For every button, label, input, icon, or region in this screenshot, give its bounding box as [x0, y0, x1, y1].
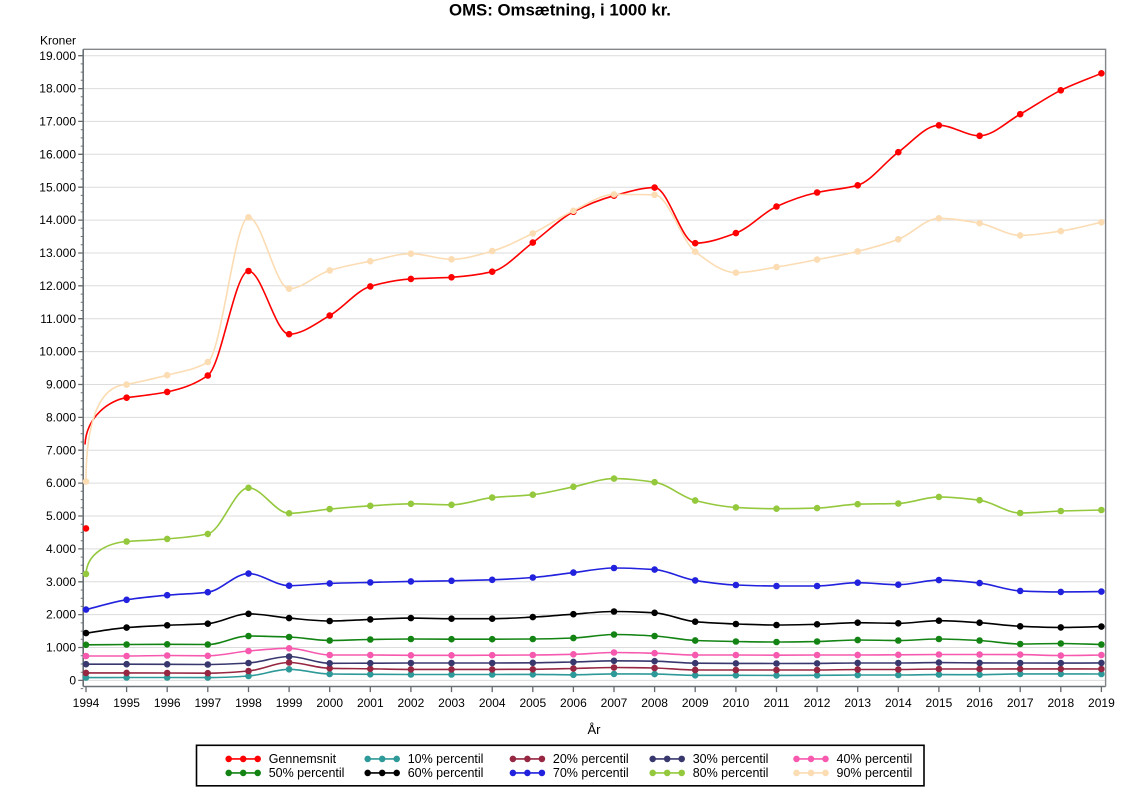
svg-text:OMS: Omsætning, i 1000 kr.: OMS: Omsætning, i 1000 kr. [449, 0, 671, 19]
svg-text:15.000: 15.000 [39, 180, 76, 194]
svg-text:80% percentil: 80% percentil [693, 766, 769, 780]
svg-text:20% percentil: 20% percentil [553, 752, 629, 766]
svg-text:2019: 2019 [1088, 696, 1115, 710]
svg-text:2005: 2005 [519, 696, 546, 710]
svg-text:2006: 2006 [560, 696, 587, 710]
svg-text:2016: 2016 [966, 696, 993, 710]
svg-text:17.000: 17.000 [39, 115, 76, 129]
svg-text:2001: 2001 [357, 696, 384, 710]
svg-text:2007: 2007 [601, 696, 628, 710]
svg-text:1996: 1996 [154, 696, 181, 710]
svg-text:14.000: 14.000 [39, 213, 76, 227]
svg-text:2009: 2009 [682, 696, 709, 710]
svg-text:10% percentil: 10% percentil [408, 752, 484, 766]
svg-text:År: År [588, 722, 602, 737]
svg-text:2013: 2013 [844, 696, 871, 710]
svg-text:90% percentil: 90% percentil [837, 766, 913, 780]
svg-text:8.000: 8.000 [46, 411, 76, 425]
svg-text:7.000: 7.000 [46, 443, 76, 457]
svg-text:1.000: 1.000 [46, 641, 76, 655]
svg-text:2.000: 2.000 [46, 608, 76, 622]
svg-text:1999: 1999 [276, 696, 303, 710]
svg-text:3.000: 3.000 [46, 575, 76, 589]
svg-text:2002: 2002 [398, 696, 425, 710]
svg-text:11.000: 11.000 [40, 312, 76, 326]
svg-text:19.000: 19.000 [39, 49, 76, 63]
svg-text:2018: 2018 [1047, 696, 1074, 710]
svg-text:2003: 2003 [438, 696, 465, 710]
svg-text:50% percentil: 50% percentil [269, 766, 345, 780]
svg-text:30% percentil: 30% percentil [693, 752, 769, 766]
svg-text:2015: 2015 [926, 696, 953, 710]
svg-text:Kroner: Kroner [40, 34, 76, 48]
svg-text:10.000: 10.000 [39, 345, 76, 359]
svg-text:2008: 2008 [641, 696, 668, 710]
svg-text:13.000: 13.000 [39, 246, 76, 260]
svg-text:40% percentil: 40% percentil [837, 752, 913, 766]
svg-text:2000: 2000 [316, 696, 343, 710]
svg-text:2014: 2014 [885, 696, 912, 710]
svg-text:1998: 1998 [235, 696, 262, 710]
svg-text:2011: 2011 [764, 696, 790, 710]
svg-text:60% percentil: 60% percentil [408, 766, 484, 780]
svg-text:9.000: 9.000 [46, 378, 76, 392]
svg-text:2012: 2012 [804, 696, 831, 710]
svg-text:18.000: 18.000 [39, 82, 76, 96]
svg-text:16.000: 16.000 [39, 147, 76, 161]
svg-text:5.000: 5.000 [46, 509, 76, 523]
svg-text:Gennemsnit: Gennemsnit [269, 752, 337, 766]
svg-text:2004: 2004 [479, 696, 506, 710]
svg-text:2010: 2010 [723, 696, 750, 710]
svg-text:12.000: 12.000 [39, 279, 76, 293]
svg-text:6.000: 6.000 [46, 476, 76, 490]
svg-text:4.000: 4.000 [46, 542, 76, 556]
svg-text:70% percentil: 70% percentil [553, 766, 629, 780]
svg-text:1995: 1995 [113, 696, 140, 710]
svg-text:0: 0 [69, 674, 76, 688]
svg-text:1994: 1994 [73, 696, 100, 710]
svg-text:1997: 1997 [194, 696, 221, 710]
svg-text:2017: 2017 [1007, 696, 1034, 710]
